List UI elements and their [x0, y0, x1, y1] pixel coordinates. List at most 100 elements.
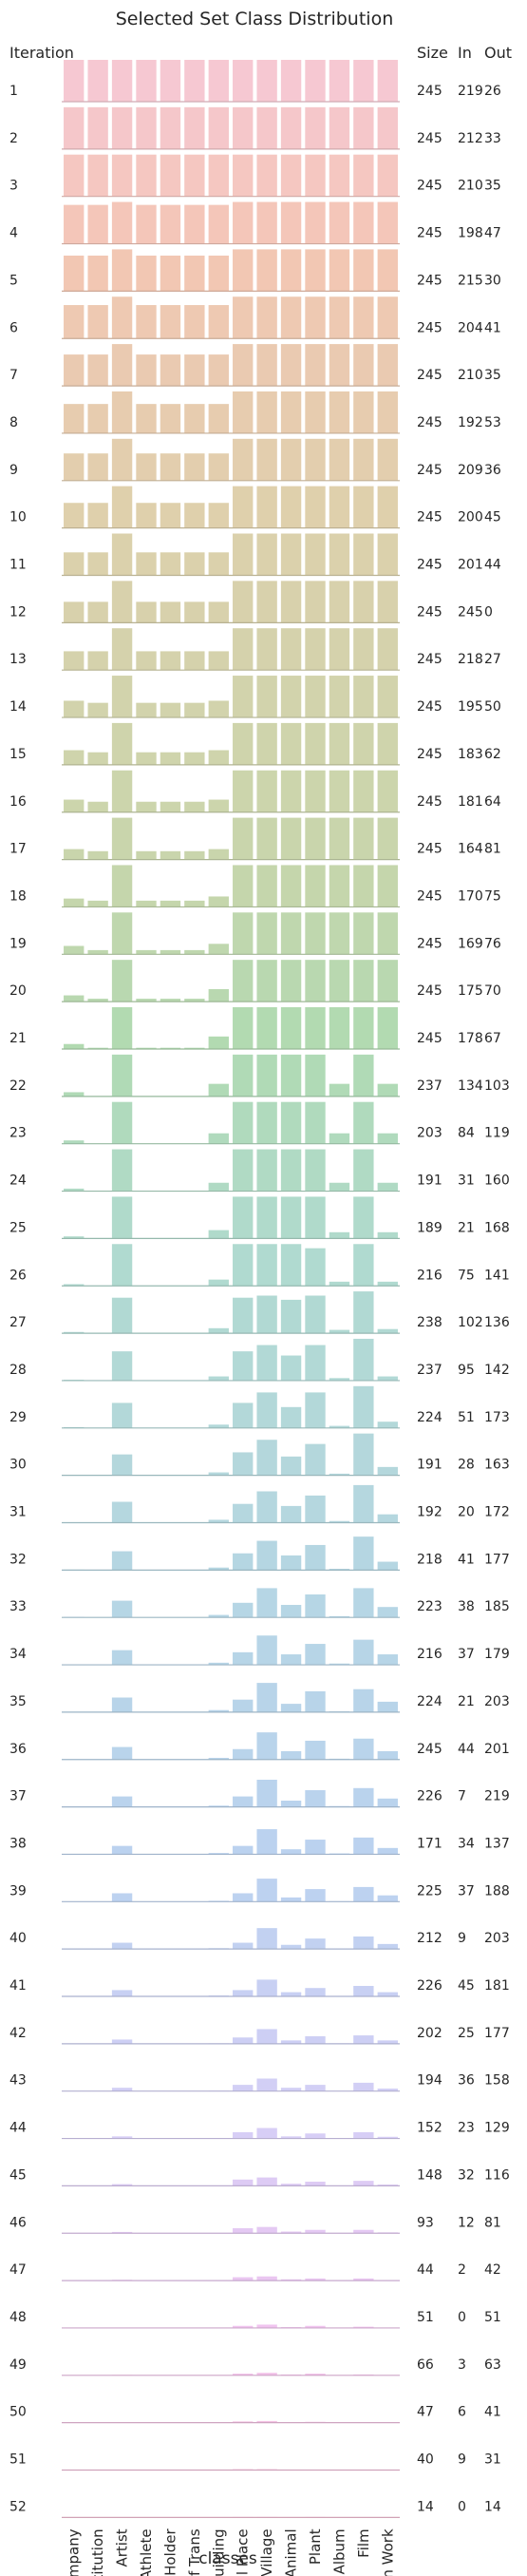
bar: [305, 1840, 326, 1855]
size-value: 245: [417, 320, 442, 335]
class-tick-label: Artist: [114, 2528, 131, 2566]
bar: [377, 249, 398, 292]
out-value: 129: [484, 2121, 510, 2136]
bar: [87, 900, 108, 907]
bar: [64, 1140, 85, 1144]
iteration-label: 38: [9, 1836, 27, 1851]
iteration-label: 9: [9, 463, 18, 478]
bar: [233, 296, 254, 339]
bar: [280, 201, 302, 244]
out-value: 75: [484, 888, 501, 904]
iteration-row: 36 245 44 201: [9, 1732, 510, 1761]
size-value: 245: [417, 936, 442, 951]
bar: [329, 106, 350, 149]
bar: [280, 1149, 302, 1192]
iteration-label: 10: [9, 510, 27, 525]
out-value: 136: [484, 1315, 510, 1330]
bar: [256, 60, 277, 102]
bar: [256, 865, 277, 907]
bar: [111, 2039, 133, 2044]
bar: [353, 1588, 374, 1618]
size-value: 245: [417, 699, 442, 715]
size-value: 224: [417, 1410, 442, 1425]
x-axis-label: classes: [198, 2549, 257, 2568]
bar: [305, 2085, 326, 2091]
size-value: 245: [417, 368, 442, 383]
bar: [377, 865, 398, 907]
bar: [111, 581, 133, 623]
bar: [233, 438, 254, 481]
bar: [305, 486, 326, 528]
in-value: 21: [458, 1220, 475, 1235]
bar: [305, 344, 326, 387]
bar: [233, 201, 254, 244]
out-value: 119: [484, 1126, 510, 1141]
bar: [64, 1284, 85, 1287]
size-value: 148: [417, 2167, 442, 2183]
class-tick-label: Album: [330, 2528, 348, 2574]
bar: [377, 296, 398, 339]
iteration-row: 52 14 0 14: [9, 2499, 501, 2518]
bar: [233, 1196, 254, 1239]
iteration-label: 17: [9, 842, 27, 857]
iteration-label: 24: [9, 1174, 27, 1189]
iteration-row: 34 216 37 179: [9, 1635, 510, 1666]
iteration-label: 6: [9, 320, 18, 335]
in-value: 75: [458, 1268, 475, 1283]
bar: [233, 344, 254, 387]
bar: [256, 2078, 277, 2091]
bar: [256, 1588, 277, 1618]
in-header: In: [458, 44, 472, 62]
bar: [280, 1654, 302, 1666]
bar: [111, 391, 133, 433]
bar: [353, 1936, 374, 1950]
size-value: 245: [417, 747, 442, 762]
bar: [87, 752, 108, 765]
bar: [256, 2373, 277, 2376]
size-value: 245: [417, 1031, 442, 1046]
iteration-row: 4 245 198 47: [9, 201, 501, 245]
in-value: 41: [458, 1552, 475, 1567]
bar: [329, 817, 350, 860]
iteration-label: 22: [9, 1078, 27, 1094]
size-value: 47: [417, 2405, 434, 2420]
iteration-row: 24 191 31 160: [9, 1149, 510, 1193]
bar: [256, 2029, 277, 2044]
out-value: 47: [484, 226, 501, 241]
bar: [233, 106, 254, 149]
size-value: 238: [417, 1315, 442, 1330]
bar: [329, 60, 350, 102]
bar: [329, 1329, 350, 1334]
bar: [111, 344, 133, 387]
size-value: 245: [417, 131, 442, 146]
bar: [208, 1182, 229, 1192]
bar: [353, 1149, 374, 1192]
bar: [208, 1279, 229, 1287]
bar: [353, 912, 374, 955]
iteration-label: 16: [9, 794, 27, 810]
out-value: 70: [484, 983, 501, 999]
in-value: 175: [458, 983, 483, 999]
in-value: 192: [458, 415, 483, 430]
bar: [377, 1514, 398, 1523]
bar: [329, 1281, 350, 1287]
iteration-row: 28 237 95 142: [9, 1338, 510, 1382]
bar: [256, 533, 277, 576]
bar: [329, 1473, 350, 1476]
in-value: 20: [458, 1505, 475, 1520]
bar: [111, 60, 133, 102]
bar: [280, 1555, 302, 1571]
bar: [377, 1422, 398, 1428]
bar: [353, 1639, 374, 1666]
in-value: 3: [458, 2357, 466, 2373]
bar: [136, 1047, 157, 1049]
in-value: 0: [458, 2310, 466, 2325]
bar: [329, 344, 350, 387]
bar: [353, 1433, 374, 1476]
bar: [280, 391, 302, 433]
bar: [160, 204, 181, 244]
size-value: 245: [417, 226, 442, 241]
bar: [111, 2088, 133, 2091]
size-value: 226: [417, 1789, 442, 1804]
iteration-row: 51 40 9 31: [9, 2452, 501, 2471]
